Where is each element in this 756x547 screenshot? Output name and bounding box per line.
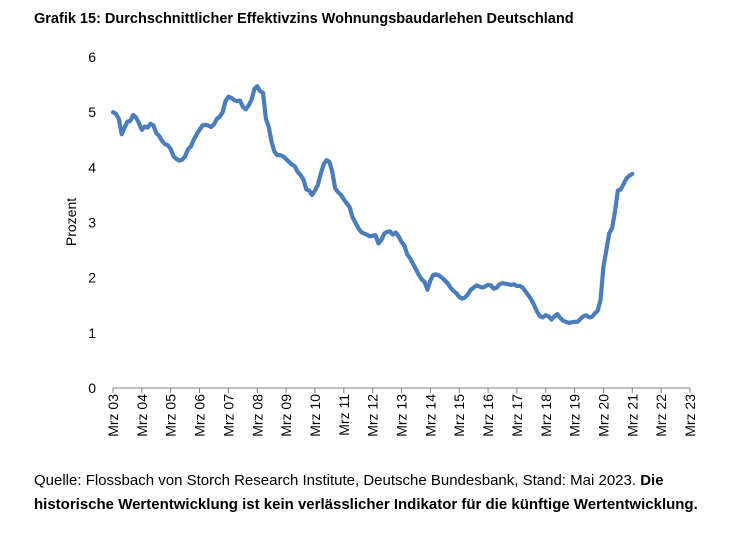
y-tick-label: 4 bbox=[88, 159, 96, 175]
x-tick-label: Mrz 04 bbox=[134, 394, 150, 437]
series-line-0 bbox=[110, 84, 635, 325]
x-tick-label: Mrz 17 bbox=[509, 394, 525, 437]
x-tick-label: Mrz 15 bbox=[451, 394, 467, 437]
x-tick-label: Mrz 14 bbox=[422, 394, 438, 437]
x-tick-label: Mrz 07 bbox=[220, 394, 236, 437]
y-tick-label: 3 bbox=[88, 215, 96, 231]
x-tick-label: Mrz 03 bbox=[105, 394, 121, 437]
x-tick-label: Mrz 13 bbox=[394, 394, 410, 437]
x-tick-label: Mrz 20 bbox=[595, 394, 611, 437]
x-tick-label: Mrz 09 bbox=[278, 394, 294, 437]
x-tick-label: Mrz 11 bbox=[336, 394, 352, 436]
chart-title: Grafik 15: Durchschnittlicher Effektivzi… bbox=[34, 11, 574, 27]
x-tick-label: Mrz 08 bbox=[249, 394, 265, 437]
series-layer bbox=[110, 84, 635, 325]
y-tick-label: 0 bbox=[88, 380, 96, 396]
x-tick-label: Mrz 19 bbox=[567, 394, 583, 437]
disclaimer-text: Die historische Wertentwicklung ist kein… bbox=[34, 472, 698, 513]
x-axis: Mrz 03 Mrz 04 Mrz 05 Mrz 06 Mrz 07 Mrz 08 Mrz … bbox=[105, 387, 698, 437]
y-axis: 0 1 2 3 4 5 6 bbox=[88, 49, 96, 396]
x-tick-label: Mrz 06 bbox=[192, 394, 208, 437]
x-tick-label: Mrz 21 bbox=[624, 394, 640, 437]
source-note: Quelle: Flossbach von Storch Research In… bbox=[34, 469, 724, 517]
x-tick-label: Mrz 22 bbox=[653, 394, 669, 437]
source-text: Quelle: Flossbach von Storch Research In… bbox=[34, 472, 641, 489]
y-tick-label: 1 bbox=[88, 325, 96, 341]
x-tick-label: Mrz 16 bbox=[480, 394, 496, 437]
y-axis-label: Prozent bbox=[63, 198, 79, 246]
x-tick-label: Mrz 18 bbox=[538, 394, 554, 437]
y-tick-label: 6 bbox=[88, 49, 96, 65]
x-tick-label: Mrz 12 bbox=[365, 394, 381, 437]
x-tick-label: Mrz 10 bbox=[307, 394, 323, 437]
y-tick-label: 5 bbox=[88, 104, 96, 120]
x-tick-label: Mrz 23 bbox=[682, 394, 698, 437]
x-tick-label: Mrz 05 bbox=[163, 394, 179, 437]
y-tick-label: 2 bbox=[88, 270, 96, 286]
